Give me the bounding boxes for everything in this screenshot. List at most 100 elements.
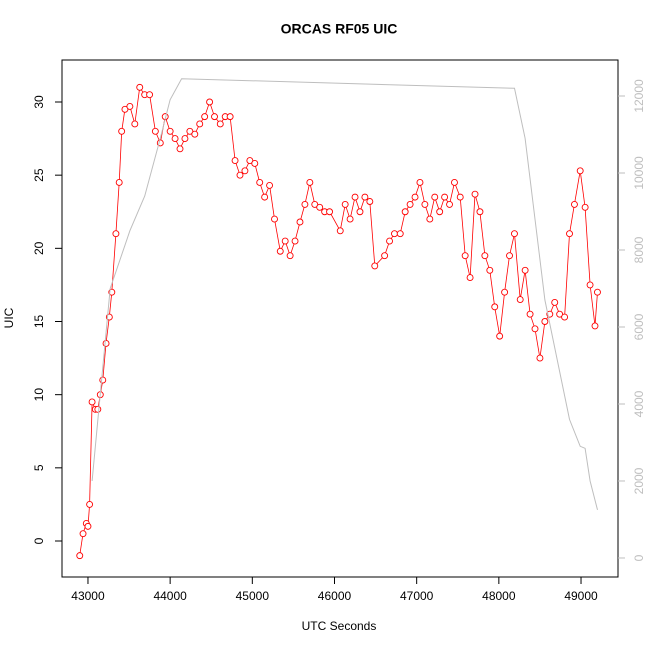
y-axis-label: UIC — [2, 307, 16, 328]
data-point — [316, 203, 324, 211]
data-point — [401, 208, 409, 216]
data-point — [112, 230, 120, 238]
x-tick-label: 47000 — [400, 589, 434, 603]
y-tick-label: 0 — [32, 537, 46, 544]
data-point — [84, 522, 92, 530]
x-axis-label: UTC Seconds — [302, 619, 377, 633]
data-point — [346, 215, 354, 223]
data-point — [206, 98, 214, 106]
y2-tick-label: 6000 — [632, 313, 646, 340]
data-point — [176, 145, 184, 153]
data-point — [266, 181, 274, 189]
y2-tick-label: 0 — [632, 554, 646, 561]
data-point — [501, 288, 509, 296]
data-point — [561, 313, 569, 321]
x-tick-label: 45000 — [236, 589, 270, 603]
data-point — [481, 252, 489, 260]
data-point — [291, 237, 299, 245]
data-point — [261, 193, 269, 201]
data-point — [436, 208, 444, 216]
data-point — [581, 203, 589, 211]
data-point — [326, 208, 334, 216]
data-point — [311, 200, 319, 208]
data-point — [171, 135, 179, 143]
data-point — [306, 179, 314, 186]
x-tick-label: 44000 — [153, 589, 187, 603]
series-line — [91, 78, 598, 511]
data-point — [146, 91, 154, 99]
data-point — [441, 193, 449, 201]
data-point — [102, 340, 110, 347]
data-point — [526, 310, 534, 318]
data-point — [506, 252, 513, 260]
data-point — [471, 190, 479, 198]
y2-tick-label: 12000 — [632, 79, 646, 113]
data-point — [451, 179, 458, 186]
data-point — [406, 200, 414, 208]
data-point — [461, 252, 469, 260]
data-point — [341, 200, 349, 208]
data-point — [456, 193, 464, 201]
data-point — [531, 325, 539, 333]
data-point — [416, 179, 424, 186]
data-point — [421, 200, 429, 208]
data-point — [541, 318, 549, 325]
data-point — [76, 552, 84, 560]
data-point — [79, 530, 87, 538]
data-point — [231, 157, 239, 164]
data-point — [166, 127, 174, 135]
x-tick-label: 46000 — [318, 589, 352, 603]
data-point — [511, 230, 518, 238]
data-point — [271, 215, 278, 223]
data-point — [396, 230, 404, 238]
data-point — [211, 113, 218, 121]
data-point — [181, 135, 189, 143]
data-point — [251, 160, 259, 167]
x-tick-label: 49000 — [564, 589, 598, 603]
data-point — [118, 127, 126, 135]
data-point — [286, 252, 294, 260]
data-point — [115, 179, 123, 186]
data-point — [476, 208, 484, 216]
data-point — [94, 405, 102, 413]
data-point — [281, 237, 289, 245]
data-point — [99, 376, 107, 384]
data-point — [151, 127, 159, 135]
data-point — [86, 500, 94, 508]
data-point — [246, 157, 254, 164]
data-point — [426, 215, 434, 223]
data-point — [236, 171, 244, 179]
data-point — [586, 281, 594, 289]
data-point — [576, 167, 584, 175]
y2-tick-label: 10000 — [632, 156, 646, 190]
data-point — [256, 179, 264, 186]
data-point — [196, 120, 204, 128]
data-point — [431, 193, 439, 201]
data-point — [491, 303, 499, 311]
data-point — [121, 105, 129, 113]
y-tick-label: 15 — [32, 315, 46, 329]
data-point — [411, 193, 419, 201]
data-point — [556, 310, 564, 318]
y2-tick-label: 4000 — [632, 390, 646, 417]
data-point — [191, 130, 199, 138]
y-tick-label: 30 — [32, 95, 46, 109]
data-point — [466, 274, 474, 282]
x-tick-label: 48000 — [482, 589, 516, 603]
data-point — [356, 208, 364, 216]
data-point — [201, 113, 209, 121]
data-point — [226, 113, 234, 121]
data-point — [486, 266, 494, 274]
data-point — [551, 299, 559, 306]
data-point — [296, 218, 304, 226]
data-point — [361, 193, 369, 201]
data-point — [371, 262, 379, 270]
y-tick-label: 5 — [32, 464, 46, 471]
y-tick-label: 20 — [32, 241, 46, 255]
data-point — [391, 230, 398, 238]
data-point — [131, 120, 139, 128]
data-point — [536, 354, 544, 362]
y-tick-label: 25 — [32, 168, 46, 182]
data-point — [351, 193, 359, 201]
